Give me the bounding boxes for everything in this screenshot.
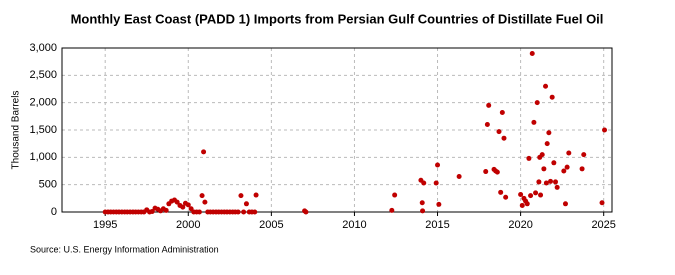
data-point xyxy=(503,194,509,200)
data-point xyxy=(238,193,244,199)
data-point xyxy=(496,129,502,135)
data-point xyxy=(543,180,549,186)
y-tick-label: 500 xyxy=(39,179,57,191)
data-point xyxy=(435,162,441,168)
data-point xyxy=(185,202,191,208)
data-point xyxy=(539,152,545,158)
data-point xyxy=(581,152,587,158)
data-point xyxy=(579,166,585,172)
x-tick-label: 2025 xyxy=(591,219,615,231)
data-point xyxy=(163,207,169,213)
data-point xyxy=(253,192,259,198)
data-point xyxy=(419,200,425,206)
y-axis-label: Thousand Barrels xyxy=(11,91,22,170)
data-point xyxy=(529,50,535,56)
data-point xyxy=(538,192,544,198)
data-point xyxy=(519,202,525,208)
data-point xyxy=(549,94,555,100)
x-tick-label: 2010 xyxy=(342,219,366,231)
data-point xyxy=(196,209,202,215)
data-point xyxy=(553,179,559,185)
data-point xyxy=(528,193,534,199)
data-point xyxy=(392,192,398,198)
data-point xyxy=(546,130,552,136)
data-point xyxy=(241,209,247,215)
data-point xyxy=(486,102,492,108)
y-tick-label: 3,000 xyxy=(29,42,57,54)
y-tick-label: 0 xyxy=(51,206,57,218)
data-point xyxy=(201,149,207,155)
data-point xyxy=(421,180,427,186)
data-point xyxy=(526,155,532,161)
plot-frame xyxy=(61,47,613,213)
data-point xyxy=(433,180,439,186)
data-point xyxy=(389,207,395,213)
data-point xyxy=(602,127,608,133)
data-point xyxy=(484,122,490,128)
data-point xyxy=(243,201,249,207)
data-point xyxy=(548,178,554,184)
data-point xyxy=(541,166,547,172)
data-point xyxy=(554,184,560,190)
data-point xyxy=(202,199,208,205)
y-tick-label: 1,500 xyxy=(29,124,57,136)
data-point xyxy=(599,200,605,206)
y-tick-label: 1,000 xyxy=(29,151,57,163)
data-point xyxy=(180,204,186,210)
x-tick-label: 2000 xyxy=(176,219,200,231)
data-point xyxy=(551,160,557,166)
data-point xyxy=(494,169,500,175)
x-tick-label: 2020 xyxy=(508,219,532,231)
data-point xyxy=(498,189,504,195)
data-point xyxy=(252,209,258,215)
source-note: Source: U.S. Energy Information Administ… xyxy=(30,244,219,254)
data-point xyxy=(562,201,568,207)
data-point xyxy=(518,192,524,198)
data-point xyxy=(199,193,205,199)
data-point xyxy=(561,168,567,174)
data-point xyxy=(543,83,549,89)
data-point xyxy=(483,169,489,175)
x-tick-label: 1995 xyxy=(93,219,117,231)
data-point xyxy=(544,141,550,147)
data-point xyxy=(303,209,309,215)
y-tick-label: 2,500 xyxy=(29,69,57,81)
data-point xyxy=(456,173,462,179)
data-point xyxy=(420,208,426,214)
data-point xyxy=(534,100,540,106)
data-point xyxy=(564,164,570,170)
data-point xyxy=(566,150,572,156)
x-tick-label: 2005 xyxy=(259,219,283,231)
y-tick-label: 2,000 xyxy=(29,97,57,109)
data-point xyxy=(531,119,537,125)
chart-title: Monthly East Coast (PADD 1) Imports from… xyxy=(71,11,604,26)
data-point xyxy=(524,201,530,207)
data-point xyxy=(149,208,155,214)
x-tick-label: 2015 xyxy=(425,219,449,231)
data-point xyxy=(501,135,507,141)
data-point xyxy=(235,209,241,215)
data-point xyxy=(436,201,442,207)
data-point xyxy=(536,179,542,185)
data-point xyxy=(499,110,505,116)
data-point xyxy=(174,199,180,205)
data-point xyxy=(533,190,539,196)
